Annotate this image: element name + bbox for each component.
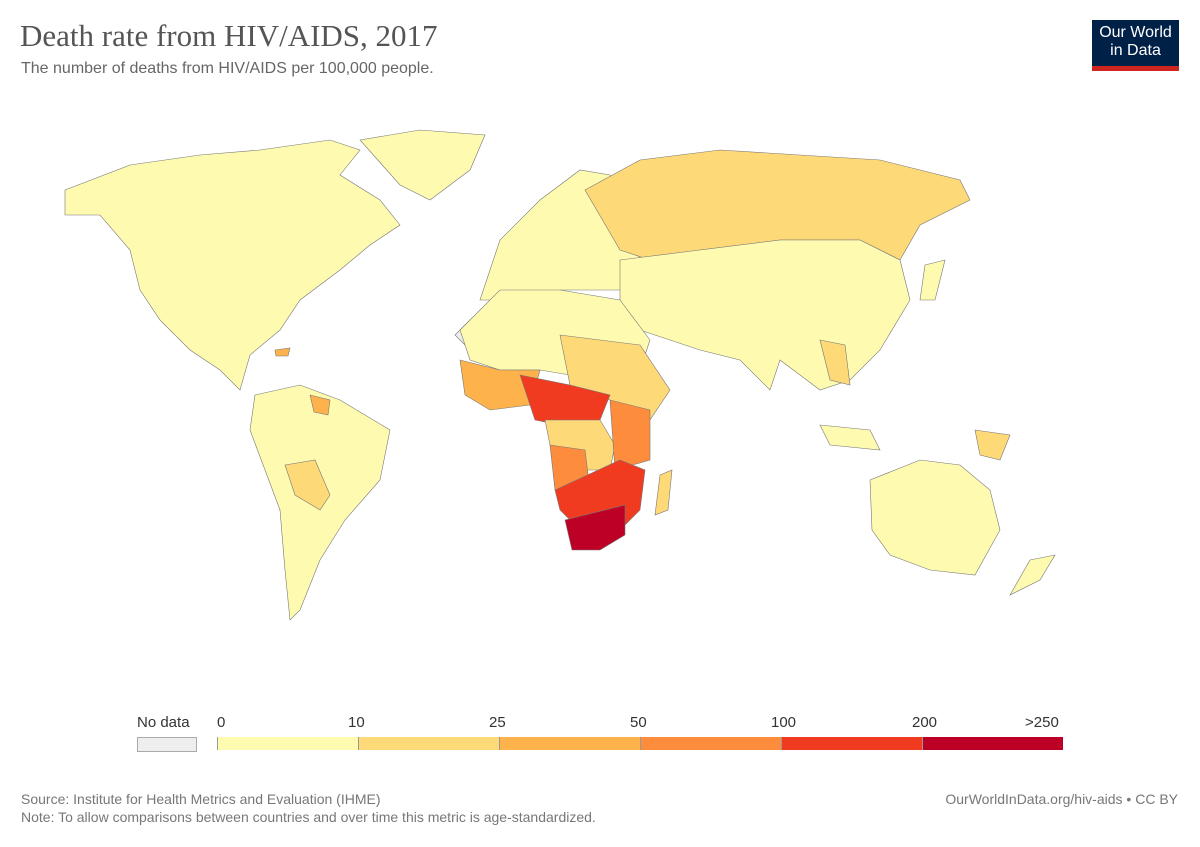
legend-tick-label: >250 [1025,714,1059,731]
legend-tick-label: 100 [771,714,797,731]
legend-tick-label: 50 [630,714,647,731]
legend-bin[interactable] [640,737,781,750]
region-north-america[interactable] [64,139,401,391]
legend-no-data-label: No data [137,714,190,731]
legend-bin[interactable] [781,737,922,750]
region-caribbean-haiti[interactable] [274,347,291,357]
legend-tick-label: 200 [912,714,938,731]
region-asia[interactable] [619,239,911,391]
legend-bin[interactable] [358,737,499,750]
region-south-africa[interactable] [564,504,626,551]
region-greenland[interactable] [359,129,486,201]
legend-tick-label: 10 [348,714,365,731]
region-indonesia[interactable] [819,424,881,451]
note-text: Note: To allow comparisons between count… [21,809,596,825]
owid-logo[interactable]: Our World in Data [1092,20,1179,71]
region-southeast-asia[interactable] [819,339,851,386]
legend-bin[interactable] [217,737,358,750]
legend-bin[interactable] [922,737,1063,750]
region-papua-new-guinea[interactable] [974,429,1011,461]
region-bolivia-paraguay[interactable] [284,459,331,511]
region-australia[interactable] [869,459,1001,576]
source-link[interactable]: OurWorldInData.org/hiv-aids • CC BY [945,791,1178,807]
world-map [64,129,1056,621]
region-japan[interactable] [919,259,946,301]
region-east-africa[interactable] [609,399,651,471]
chart-title: Death rate from HIV/AIDS, 2017 [20,18,438,53]
region-new-zealand[interactable] [1009,554,1056,596]
legend-no-data-swatch [137,737,197,752]
chart-subtitle: The number of deaths from HIV/AIDS per 1… [21,60,434,77]
legend-tick-label: 0 [217,714,226,731]
region-madagascar[interactable] [654,469,673,516]
legend-bin[interactable] [499,737,640,750]
source-text: Source: Institute for Health Metrics and… [21,791,381,807]
region-guyana-suriname[interactable] [309,394,331,416]
legend-tick-label: 25 [489,714,506,731]
